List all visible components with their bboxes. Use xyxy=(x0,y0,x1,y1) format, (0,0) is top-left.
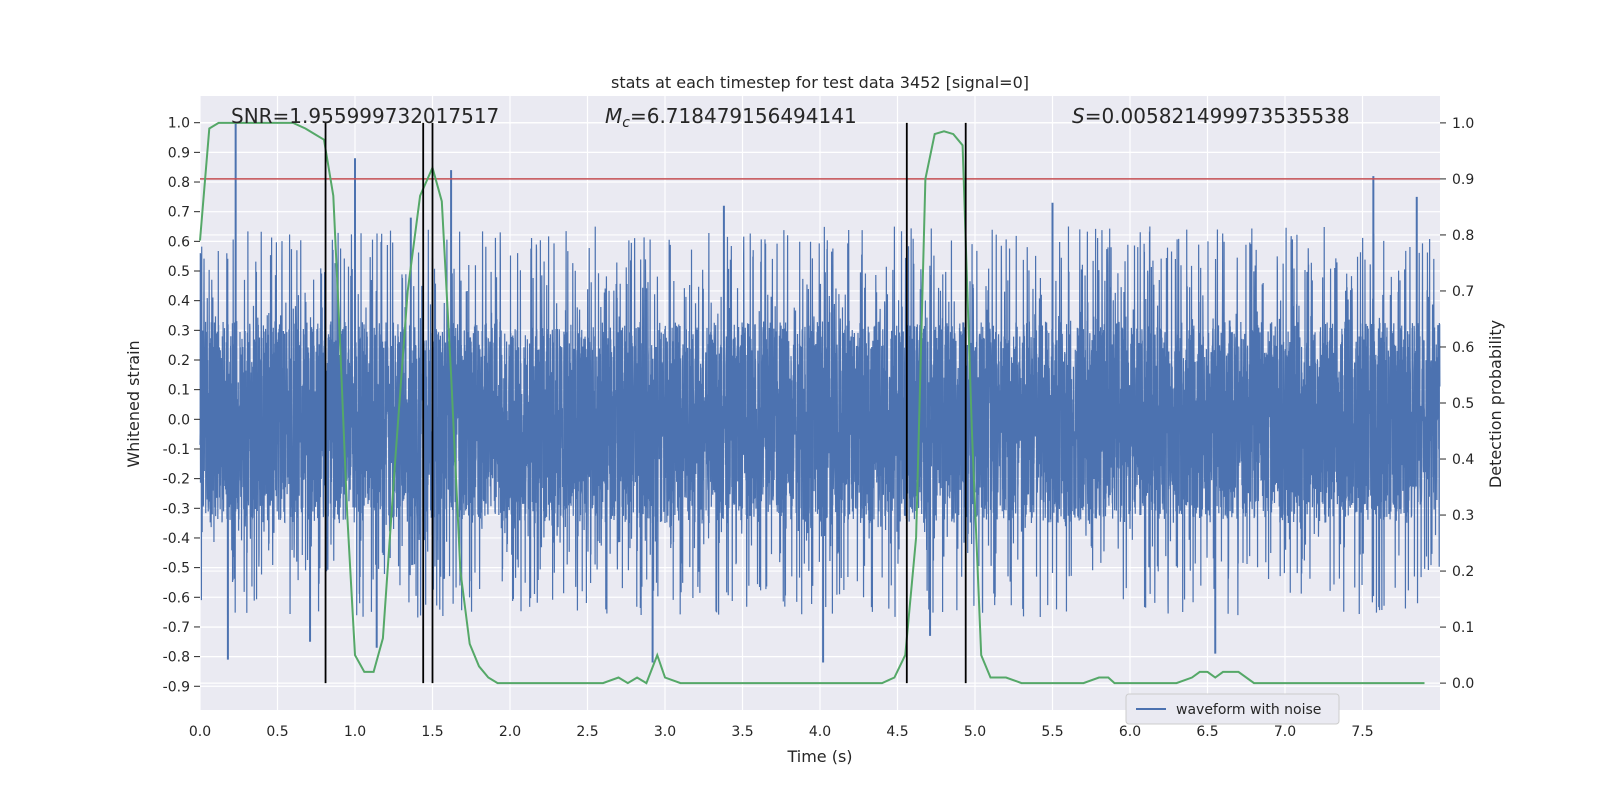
y-tick-label-left: -0.5 xyxy=(163,561,190,577)
probability-series xyxy=(199,121,1425,685)
y-tick-label-right: 0.1 xyxy=(1452,620,1474,636)
y-tick-label-left: -0.3 xyxy=(163,501,190,517)
y-tick-label-left: -0.1 xyxy=(163,442,190,458)
x-ticks: 0.0 0.5 1.0 1.5 2.0 2.5 3.0 3.5 4.0 4.5 5.0 5.5 6.0 6… xyxy=(189,724,1374,740)
chirp-mass-symbol: M xyxy=(605,104,622,128)
chirp-mass-subscript: c xyxy=(622,115,630,131)
y-tick-label-left: -0.9 xyxy=(163,679,190,695)
y-tick-label-right: 0.8 xyxy=(1452,228,1474,244)
x-tick-label: 7.0 xyxy=(1274,724,1296,740)
y-tick-label-left: 0.5 xyxy=(168,264,190,280)
x-tick-label: 1.5 xyxy=(421,724,443,740)
y-tick-label-right: 0.2 xyxy=(1452,564,1474,580)
s-annotation: S=0.005821499973535538 xyxy=(1072,104,1350,128)
y-tick-label-left: 0.2 xyxy=(168,353,190,369)
y-tick-label-left: 0.7 xyxy=(168,205,190,221)
s-symbol: S xyxy=(1072,104,1085,128)
y-ticks-left: 1.0 0.9 0.8 0.7 0.6 0.5 0.4 0.3 0.2 0.1 0.0 -0.1 -0.… xyxy=(163,116,200,695)
legend-label: waveform with noise xyxy=(1176,702,1321,718)
x-tick-label: 4.0 xyxy=(809,724,831,740)
chart-title: stats at each timestep for test data 345… xyxy=(611,73,1029,92)
x-tick-label: 5.0 xyxy=(964,724,986,740)
y-tick-label-right: 0.3 xyxy=(1452,508,1474,524)
legend: waveform with noise xyxy=(1125,693,1340,725)
y-tick-label-left: 0.1 xyxy=(168,383,190,399)
y-tick-label-right: 0.6 xyxy=(1452,340,1474,356)
x-tick-label: 3.0 xyxy=(654,724,676,740)
y-tick-label-left: -0.2 xyxy=(163,472,190,488)
y-tick-label-left: -0.7 xyxy=(163,620,190,636)
y-tick-label-right: 1.0 xyxy=(1452,116,1474,132)
y-tick-label-left: -0.8 xyxy=(163,650,190,666)
y-tick-label-left: 1.0 xyxy=(168,116,190,132)
x-tick-label: 7.5 xyxy=(1351,724,1373,740)
chirp-mass-annotation: Mc=6.718479156494141 xyxy=(605,104,857,131)
y-tick-label-left: -0.4 xyxy=(163,531,190,547)
y-tick-label-right: 0.4 xyxy=(1452,452,1474,468)
x-tick-label: 2.5 xyxy=(576,724,598,740)
y-axis-label-left: Whitened strain xyxy=(124,340,143,467)
y-tick-label-right: 0.9 xyxy=(1452,172,1474,188)
x-tick-label: 6.0 xyxy=(1119,724,1141,740)
y-tick-label-right: 0.0 xyxy=(1452,676,1474,692)
x-tick-label: 3.5 xyxy=(731,724,753,740)
event-lines xyxy=(324,122,967,684)
x-tick-label: 6.5 xyxy=(1196,724,1218,740)
snr-annotation: SNR=1.955999732017517 xyxy=(231,104,499,128)
y-tick-label-left: 0.4 xyxy=(168,294,190,310)
x-tick-label: 5.5 xyxy=(1041,724,1063,740)
x-tick-label: 0.0 xyxy=(189,724,211,740)
y-tick-label-left: 0.6 xyxy=(168,234,190,250)
x-tick-label: 1.0 xyxy=(344,724,366,740)
y-tick-label-left: 0.0 xyxy=(168,412,190,428)
x-tick-label: 2.0 xyxy=(499,724,521,740)
y-ticks-right: 1.0 0.9 0.8 0.7 0.6 0.5 0.4 0.3 0.2 0.1 0.0 xyxy=(1440,116,1474,692)
x-tick-label: 4.5 xyxy=(886,724,908,740)
y-tick-label-right: 0.7 xyxy=(1452,284,1474,300)
legend-box xyxy=(1125,693,1340,725)
y-tick-label-left: 0.9 xyxy=(168,145,190,161)
strain-line xyxy=(199,226,1441,618)
y-axis-label-right: Detection probability xyxy=(1486,320,1505,488)
probability-line xyxy=(199,121,1425,685)
y-tick-label-left: 0.3 xyxy=(168,323,190,339)
y-tick-label-left: 0.8 xyxy=(168,175,190,191)
y-tick-label-right: 0.5 xyxy=(1452,396,1474,412)
y-tick-label-left: -0.6 xyxy=(163,590,190,606)
s-value: =0.005821499973535538 xyxy=(1085,104,1350,128)
chirp-mass-value: =6.718479156494141 xyxy=(630,104,857,128)
x-tick-label: 0.5 xyxy=(266,724,288,740)
x-axis-label: Time (s) xyxy=(786,747,852,766)
